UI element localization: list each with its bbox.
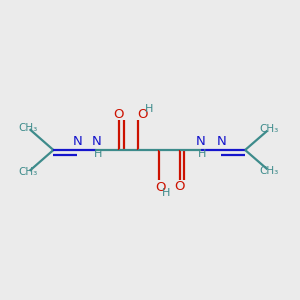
- Text: CH₃: CH₃: [259, 166, 278, 176]
- Text: H: H: [94, 149, 102, 160]
- Text: N: N: [92, 135, 101, 148]
- Text: N: N: [72, 135, 82, 148]
- Text: N: N: [217, 135, 226, 148]
- Text: H: H: [145, 104, 154, 114]
- Text: N: N: [196, 135, 206, 148]
- Text: CH₃: CH₃: [19, 123, 38, 133]
- Text: CH₃: CH₃: [259, 124, 278, 134]
- Text: H: H: [162, 188, 170, 198]
- Text: H: H: [198, 149, 206, 160]
- Text: CH₃: CH₃: [19, 167, 38, 177]
- Text: O: O: [175, 180, 185, 193]
- Text: O: O: [155, 181, 166, 194]
- Text: O: O: [113, 108, 124, 121]
- Text: O: O: [137, 108, 148, 121]
